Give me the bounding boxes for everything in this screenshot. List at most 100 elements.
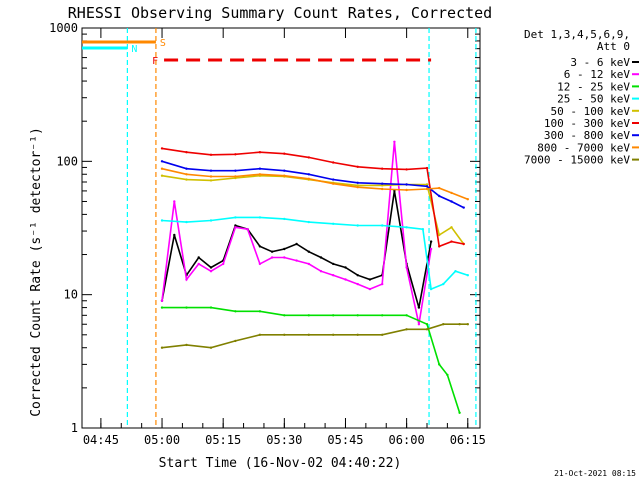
series-point — [356, 184, 359, 187]
legend-item-label: 300 - 800 keV — [544, 129, 630, 142]
series-point — [381, 282, 384, 286]
y-axis-label: Corrected Count Rate (s⁻¹ detector⁻¹) — [29, 127, 44, 417]
series-point — [234, 216, 237, 219]
series-point — [209, 306, 213, 309]
series-point — [450, 200, 453, 203]
series-point — [307, 220, 310, 224]
series-point — [405, 328, 408, 331]
series-point — [160, 306, 164, 309]
series-point — [356, 224, 359, 227]
series-point — [307, 314, 310, 317]
footer-timestamp: 21-Oct-2021 08:15 — [554, 469, 636, 478]
series-point — [421, 228, 425, 231]
series-point — [209, 179, 213, 182]
y-tick-label: 1000 — [49, 21, 78, 35]
series-point — [307, 262, 310, 266]
series-point — [344, 278, 347, 281]
series-point — [466, 274, 469, 277]
y-tick-label: 100 — [56, 154, 78, 168]
series-point — [356, 314, 359, 317]
series-point — [258, 173, 262, 176]
series-point — [425, 166, 429, 170]
series-point — [209, 169, 213, 172]
series-point — [442, 282, 445, 286]
legend-header-2: Att 0 — [597, 40, 630, 53]
series-point — [332, 178, 335, 181]
series-point — [258, 310, 262, 313]
series-point — [270, 250, 274, 253]
series-point — [438, 194, 441, 198]
series-point — [381, 187, 384, 191]
legend-item-label: 3 - 6 keV — [570, 56, 630, 69]
series-point — [332, 182, 335, 185]
series-point — [429, 247, 433, 251]
series-point — [381, 333, 384, 336]
series-point — [368, 287, 372, 291]
flag-label-n: N — [131, 44, 137, 55]
series-point — [234, 226, 237, 229]
plot-area: 1 10 100 1000 04:45 05:00 05:15 05:30 05:45 06:00… — [49, 21, 486, 447]
series-point — [160, 299, 164, 302]
series-point — [246, 228, 249, 231]
x-tick-label: 06:15 — [450, 433, 486, 447]
series-point — [417, 323, 421, 326]
legend-item-label: 25 - 50 keV — [557, 93, 630, 106]
series-point — [283, 152, 286, 155]
series-point — [283, 169, 286, 172]
series-point — [458, 323, 461, 326]
series-point — [466, 323, 469, 326]
series-point — [258, 333, 262, 336]
series-point — [209, 175, 213, 178]
legend-header-1: Det 1,3,4,5,6,9, — [524, 28, 630, 41]
flag-label-f: F — [152, 56, 158, 67]
series-point — [295, 242, 298, 246]
legend-item-label: 800 - 7000 keV — [537, 141, 630, 154]
series-point — [160, 219, 164, 222]
series-point — [438, 245, 441, 248]
series-point — [356, 165, 359, 168]
series-point — [344, 266, 347, 269]
series-point — [446, 373, 449, 377]
series-point — [283, 314, 286, 317]
series-point — [462, 242, 465, 246]
series-point — [381, 182, 384, 185]
series-point — [429, 287, 433, 291]
series-point — [429, 240, 433, 243]
series-point — [222, 262, 225, 266]
x-tick-label: 05:15 — [205, 433, 241, 447]
series-point — [425, 328, 429, 331]
series-point — [197, 262, 200, 266]
series-point — [160, 174, 164, 177]
x-tick-label: 06:00 — [389, 433, 425, 447]
series-point — [234, 224, 237, 227]
series-point — [185, 178, 188, 181]
series-point — [454, 270, 457, 273]
series-point — [258, 167, 262, 170]
series-point — [185, 151, 188, 154]
series-point — [381, 184, 384, 187]
series-point — [458, 411, 461, 414]
series-point — [283, 217, 286, 221]
series-point — [258, 262, 262, 266]
series-point — [393, 140, 396, 143]
series-point — [332, 222, 335, 225]
series-point — [356, 186, 359, 189]
series-point — [270, 256, 274, 259]
series-point — [405, 226, 408, 229]
series-point — [209, 153, 213, 156]
series-point — [234, 310, 237, 313]
series-point — [160, 147, 164, 150]
x-tick-label: 04:45 — [83, 433, 119, 447]
series-point — [405, 183, 408, 186]
series-point — [368, 278, 372, 281]
series-point — [197, 256, 200, 259]
series-point — [438, 233, 441, 237]
series-point — [466, 198, 469, 201]
series-point — [209, 219, 213, 222]
series-point — [332, 274, 335, 277]
series-point — [234, 175, 237, 178]
x-tick-label: 05:00 — [144, 433, 180, 447]
series-point — [307, 173, 310, 176]
series-point — [462, 206, 465, 209]
